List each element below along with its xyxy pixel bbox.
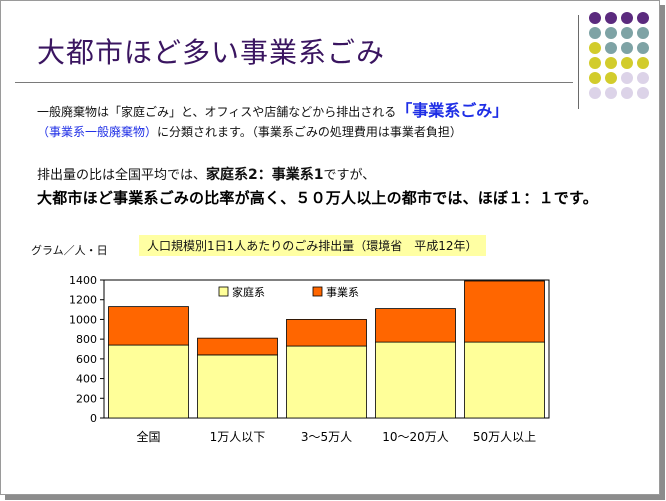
decorative-dot — [621, 42, 633, 54]
bar-segment-business — [375, 308, 456, 343]
intro-line-1: 一般廃棄物は「家庭ごみ」と、オフィスや店舗などから排出される「事業系ごみ」 — [37, 97, 508, 121]
ratio-bold: 家庭系2：事業系1 — [206, 167, 324, 183]
x-tick-label: 1万人以下 — [210, 430, 266, 444]
chart-title: 人口規模別1日1人あたりのごみ排出量（環境省 平成12年） — [139, 235, 486, 256]
bar-segment-household — [108, 344, 189, 419]
bar-segment-business — [108, 306, 189, 346]
intro-text: 一般廃棄物は「家庭ごみ」と、オフィスや店舗などから排出される — [37, 105, 397, 119]
decorative-dot — [589, 42, 601, 54]
x-tick-label: 全国 — [136, 429, 160, 444]
decorative-dot — [589, 27, 601, 39]
decorative-dot — [621, 12, 633, 24]
decorative-dot — [605, 12, 617, 24]
decorative-dot — [637, 42, 649, 54]
bar-segment-household — [286, 345, 367, 419]
decorative-dot — [605, 72, 617, 84]
intro-blue-term: （事業系一般廃棄物） — [37, 125, 158, 139]
decorative-dot — [589, 57, 601, 69]
ratio-post: ですが、 — [323, 168, 376, 183]
ratio-pre: 排出量の比は全国平均では、 — [37, 168, 207, 183]
intro-highlight: 「事業系ごみ」 — [396, 101, 509, 120]
y-tick-label: 200 — [76, 392, 97, 405]
decorative-dot — [605, 87, 617, 99]
ratio-line-2: 大都市ほど事業系ごみの比率が高く、５０万人以上の都市では、ほぼ１：１です。 — [37, 189, 598, 207]
intro-rest: に分類されます。（事業系ごみの処理費用は事業者負担） — [157, 125, 462, 139]
intro-line-2: （事業系一般廃棄物）に分類されます。（事業系ごみの処理費用は事業者負担） — [37, 123, 462, 140]
slide: 大都市ほど多い事業系ごみ 一般廃棄物は「家庭ごみ」と、オフィスや店舗などから排出… — [0, 0, 660, 495]
title-divider — [578, 15, 579, 109]
decorative-dot — [637, 57, 649, 69]
legend-label: 事業系 — [326, 286, 359, 299]
decorative-dot — [589, 12, 601, 24]
decorative-dot-grid — [589, 12, 653, 102]
legend-swatch — [312, 286, 323, 297]
bar-segment-business — [464, 280, 545, 343]
x-tick-label: 10～20万人 — [382, 430, 449, 444]
y-tick-label: 1200 — [69, 294, 97, 307]
x-tick-label: 3～5万人 — [301, 430, 352, 444]
decorative-dot — [637, 72, 649, 84]
bar-segment-business — [286, 319, 367, 347]
decorative-dot — [637, 12, 649, 24]
slide-title: 大都市ほど多い事業系ごみ — [37, 36, 386, 69]
decorative-dot — [637, 87, 649, 99]
legend-label: 家庭系 — [232, 285, 265, 299]
y-tick-label: 800 — [76, 333, 97, 346]
y-tick-label: 1000 — [69, 313, 97, 326]
decorative-dot — [605, 57, 617, 69]
bar-segment-household — [464, 341, 545, 419]
decorative-dot — [637, 27, 649, 39]
decorative-dot — [605, 27, 617, 39]
y-tick-label: 0 — [90, 412, 97, 425]
y-tick-label: 400 — [76, 373, 97, 386]
chart-ylabel: グラム／人・日 — [31, 244, 108, 257]
decorative-dot — [605, 42, 617, 54]
decorative-dot — [621, 27, 633, 39]
legend-swatch — [218, 286, 229, 297]
decorative-dot — [589, 87, 601, 99]
bar-chart: 0 200 400 600 800 1000 1200 1400 全国 1万人以下 3～5万人 10～… — [69, 274, 550, 444]
decorative-dot — [621, 72, 633, 84]
title-underline — [15, 82, 573, 83]
bar-segment-business — [197, 337, 278, 356]
y-tick-label: 1400 — [69, 274, 97, 287]
decorative-dot — [589, 72, 601, 84]
x-tick-label: 50万人以上 — [473, 430, 536, 444]
y-tick-label: 600 — [76, 353, 97, 366]
bar-segment-household — [375, 341, 456, 419]
decorative-dot — [621, 87, 633, 99]
bar-segment-household — [197, 354, 278, 419]
decorative-dot — [621, 57, 633, 69]
ratio-line-1: 排出量の比は全国平均では、家庭系2：事業系1ですが、 — [37, 164, 375, 184]
